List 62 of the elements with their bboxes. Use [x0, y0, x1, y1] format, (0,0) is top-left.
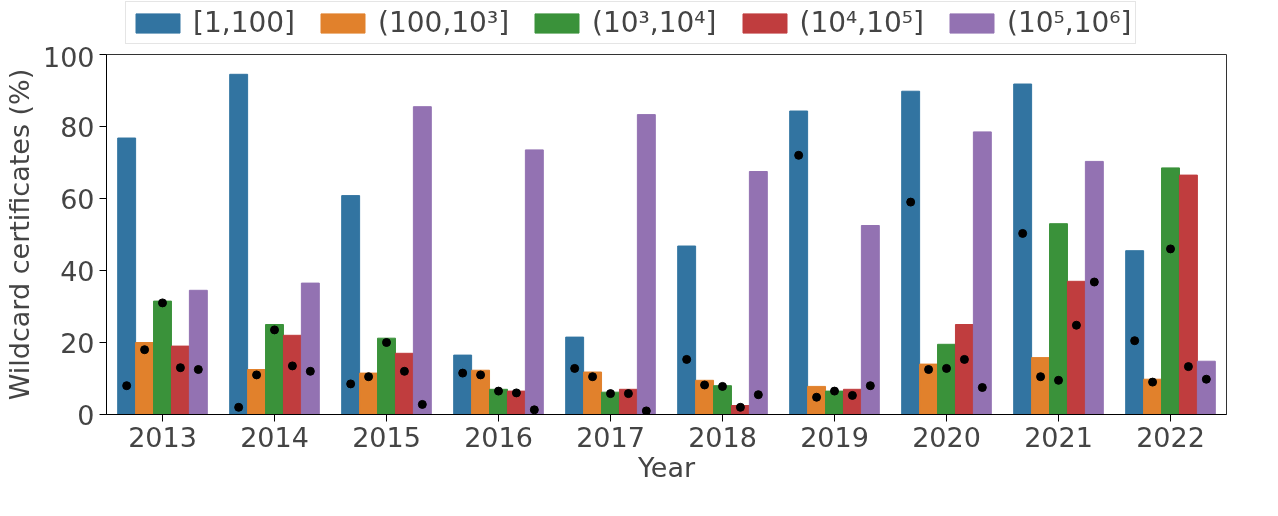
x-axis-title: Year: [636, 451, 696, 483]
bar: [636, 114, 656, 415]
bar: [524, 149, 544, 415]
x-tick-label: 2019: [800, 421, 869, 453]
y-tick-label: 60: [60, 183, 95, 215]
y-tick-label: 100: [42, 41, 95, 73]
bar: [1031, 357, 1051, 415]
bar: [1178, 174, 1198, 415]
bar: [170, 345, 190, 415]
y-axis-title: Wildcard certificates (%): [3, 68, 35, 401]
y-tick-label: 80: [60, 111, 95, 143]
bar: [1066, 280, 1086, 415]
bar: [453, 354, 473, 415]
bar: [341, 195, 361, 415]
bar: [565, 336, 585, 415]
bar: [901, 90, 921, 415]
bar: [1084, 160, 1104, 415]
x-tick-label: 2016: [464, 421, 533, 453]
bar: [265, 324, 284, 415]
x-tick-label: 2017: [576, 421, 645, 453]
bar: [394, 352, 414, 415]
bar: [748, 171, 768, 415]
legend-label: (10³,10⁴]: [592, 6, 717, 39]
bar: [937, 343, 956, 415]
legend-label: (10⁴,10⁵]: [799, 6, 924, 39]
x-tick-label: 2020: [912, 421, 981, 453]
bar: [117, 137, 137, 415]
bar: [471, 369, 491, 415]
bar: [972, 131, 992, 415]
bar: [300, 282, 320, 415]
bar: [583, 371, 603, 415]
x-tick-label: 2014: [240, 421, 309, 453]
bar: [954, 324, 974, 415]
bar: [1196, 360, 1216, 415]
bar: [188, 289, 208, 415]
bar: [1013, 83, 1033, 415]
bar: [247, 369, 267, 415]
bar: [789, 110, 809, 415]
y-tick-label: 0: [77, 399, 95, 431]
bar: [282, 334, 302, 415]
bar: [1161, 167, 1180, 415]
legend-label: (100,10³]: [378, 6, 510, 39]
bar: [377, 337, 396, 415]
bar: [677, 245, 697, 415]
bar: [153, 300, 172, 415]
bar: [229, 73, 249, 415]
y-tick-label: 20: [60, 327, 95, 359]
bar: [412, 106, 432, 415]
x-tick-label: 2013: [128, 421, 197, 453]
bar: [1125, 250, 1145, 415]
x-tick-label: 2022: [1136, 421, 1205, 453]
bar: [135, 342, 155, 415]
bar: [860, 225, 880, 415]
x-tick-label: 2021: [1024, 421, 1093, 453]
bar: [359, 372, 379, 415]
y-tick-label: 40: [60, 255, 95, 287]
bar: [919, 363, 939, 415]
bar: [1049, 223, 1068, 415]
legend-label: (10⁵,10⁶]: [1007, 6, 1132, 39]
legend-label: [1,100]: [193, 6, 296, 39]
x-tick-label: 2015: [352, 421, 421, 453]
x-tick-label: 2018: [688, 421, 757, 453]
